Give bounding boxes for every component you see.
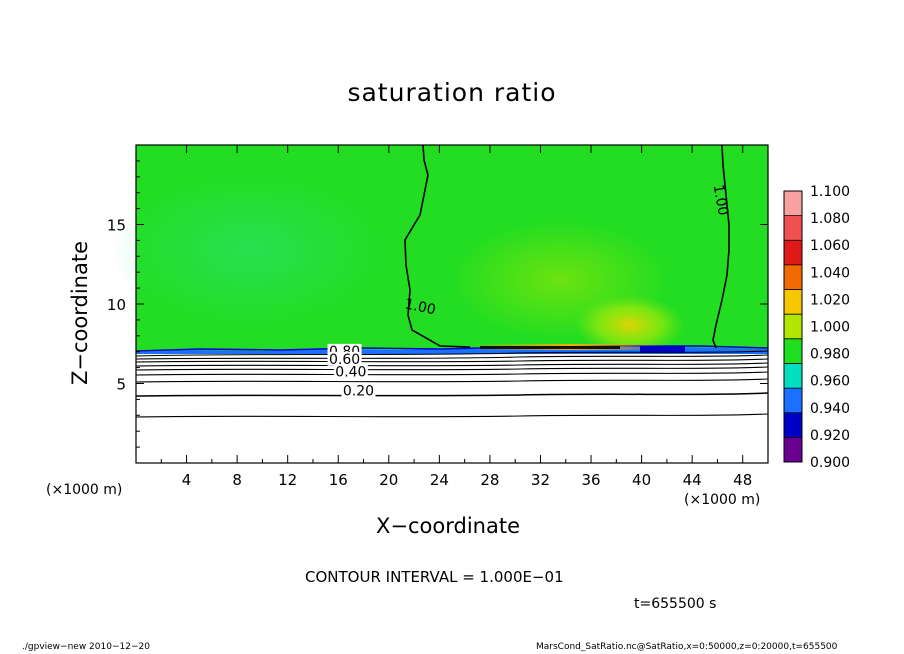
contour-interval: CONTOUR INTERVAL = 1.000E−01 xyxy=(305,568,564,586)
y-axis-ticks: 5 10 15 xyxy=(107,160,768,448)
contour-label: 0.60 xyxy=(329,352,360,368)
colorbar-label: 1.080 xyxy=(810,211,850,227)
colorbar-swatch xyxy=(784,191,802,217)
y-axis-label: Z−coordinate xyxy=(68,241,92,385)
x-tick-label: 8 xyxy=(232,471,242,489)
x-axis-label: X−coordinate xyxy=(376,514,520,538)
contour-lines xyxy=(135,144,769,418)
colorbar-label: 0.900 xyxy=(810,455,850,471)
colorbar-label: 1.000 xyxy=(810,320,850,336)
colorbar-label: 1.020 xyxy=(810,292,850,308)
colorbar-label: 0.960 xyxy=(810,374,850,390)
colorbar-label: 0.920 xyxy=(810,428,850,444)
x-unit-label-right: (×1000 m) xyxy=(684,492,761,508)
y-tick-label: 5 xyxy=(116,376,126,394)
footer-right: MarsCond_SatRatio.nc@SatRatio,x=0:50000,… xyxy=(536,642,838,652)
x-unit-label-left: (×1000 m) xyxy=(46,482,123,498)
contour-label: 1.00 xyxy=(403,296,437,318)
x-tick-label: 48 xyxy=(733,471,752,489)
colorbar-label: 0.980 xyxy=(810,347,850,363)
colorbar-label: 1.060 xyxy=(810,238,850,254)
colorbar: 1.100 1.080 1.060 1.040 1.020 1.000 0.980 0.960… xyxy=(783,184,850,471)
x-tick-label: 12 xyxy=(278,471,297,489)
x-tick-label: 4 xyxy=(182,471,192,489)
contour-line xyxy=(135,358,769,363)
x-axis-ticks: 4 8 12 16 20 24 28 32 36 40 44 48 xyxy=(160,145,752,489)
colorbar-swatch xyxy=(784,314,802,340)
y-tick-label: 15 xyxy=(107,217,126,235)
contour-line xyxy=(135,354,769,360)
chart-title: saturation ratio xyxy=(347,78,557,107)
x-tick-label: 28 xyxy=(480,471,499,489)
field-hotspot xyxy=(575,295,685,355)
contour-line xyxy=(135,350,769,357)
contour-line xyxy=(135,413,769,418)
colorbar-swatch xyxy=(784,215,802,241)
contour-1-00-right xyxy=(712,144,730,349)
colorbar-label: 1.040 xyxy=(810,265,850,281)
colorbar-label: 0.940 xyxy=(810,401,850,417)
subsat-zone xyxy=(136,353,768,463)
x-tick-label: 32 xyxy=(531,471,550,489)
colorbar-swatch xyxy=(784,338,802,364)
x-tick-label: 16 xyxy=(329,471,348,489)
colorbar-swatch xyxy=(784,363,802,389)
colorbar-label: 1.100 xyxy=(810,184,850,200)
colorbar-swatch xyxy=(784,437,802,463)
contour-label: 0.20 xyxy=(343,384,374,400)
contour-line xyxy=(135,392,769,397)
colorbar-frame xyxy=(783,190,803,463)
contour-label-bg xyxy=(333,364,368,379)
x-tick-label: 40 xyxy=(632,471,651,489)
contour-label: 0.40 xyxy=(335,365,366,381)
contour-line xyxy=(135,371,769,376)
x-tick-label: 36 xyxy=(581,471,600,489)
footer-left: ./gpview−new 2010−12−20 xyxy=(22,642,150,652)
y-tick-label: 10 xyxy=(107,296,126,314)
contour-label-bg xyxy=(341,383,376,398)
contour-line xyxy=(135,362,769,367)
colorbar-swatch xyxy=(784,240,802,266)
dense-band xyxy=(480,346,620,349)
colorbar-swatch xyxy=(784,264,802,291)
time-label: t=655500 s xyxy=(634,596,717,612)
colorbar-swatch xyxy=(784,289,802,315)
x-tick-label: 44 xyxy=(683,471,702,489)
contour-line xyxy=(135,378,769,383)
x-tick-label: 24 xyxy=(430,471,449,489)
contour-line xyxy=(135,366,769,371)
blue-patch xyxy=(640,346,685,353)
contour-label: 1.00 xyxy=(710,183,731,216)
field-shade-left xyxy=(110,170,390,330)
contour-labels: 1.001.000.800.600.400.20 xyxy=(327,183,731,400)
colorbar-swatch xyxy=(784,412,802,438)
colorbar-swatch xyxy=(784,388,802,414)
x-tick-label: 20 xyxy=(379,471,398,489)
contour-1-00-left xyxy=(404,144,471,348)
contour-label-bg xyxy=(327,351,362,366)
